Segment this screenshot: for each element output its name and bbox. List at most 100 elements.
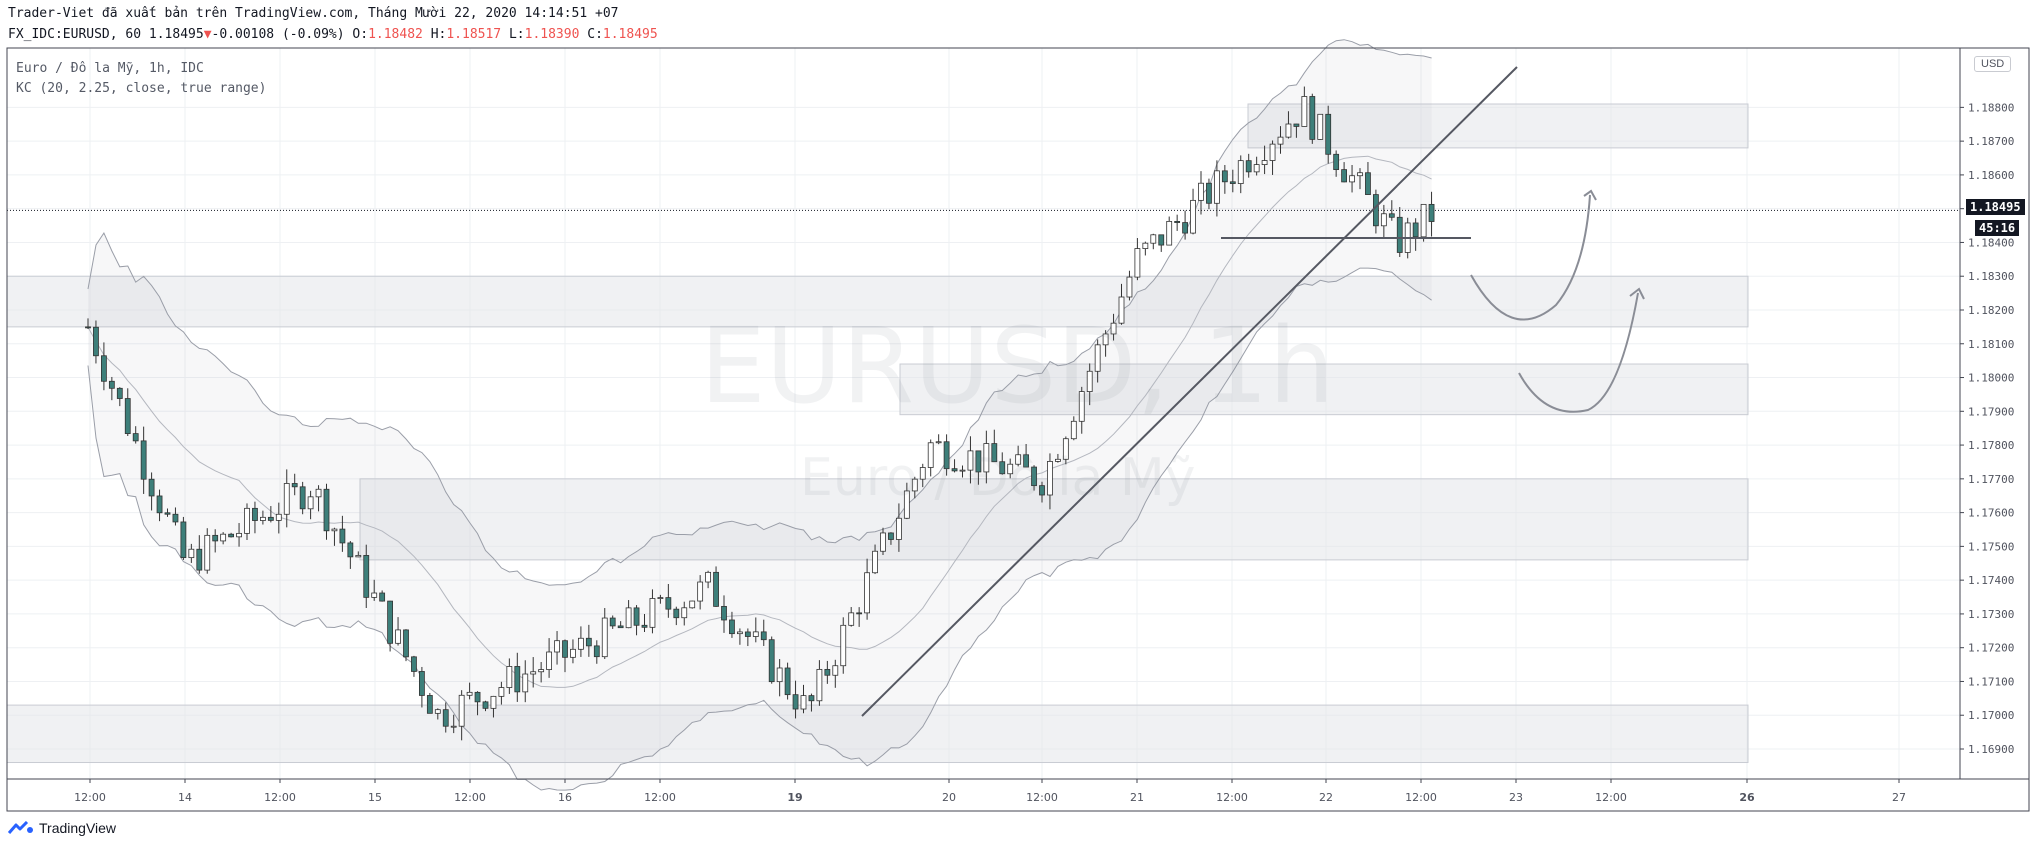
candle-body [1293,123,1300,127]
candle-body [784,667,791,696]
candle-body [236,532,242,538]
price-tick-label: 1.18600 [1968,169,2014,182]
candle-body [1015,454,1022,465]
candle-body [999,461,1006,475]
open-label: O: [352,27,369,42]
candle-body [474,691,481,703]
tradingview-logo[interactable]: TradingView [8,820,116,836]
sr-zone [359,478,1749,561]
candle-body [323,488,330,532]
candle-body [927,442,934,468]
channel-basis [87,155,1432,688]
candle-body [816,668,823,702]
candle-body [864,572,870,614]
candle-body [403,629,409,658]
candle-body [1039,485,1045,496]
currency-button[interactable]: USD [1974,56,2012,72]
ohlc-quote-line: FX_IDC:EURUSD, 60 1.18495▼-0.00108 (-0.0… [8,27,658,42]
candle-body [562,640,568,658]
price-tick-label: 1.17900 [1968,405,2014,418]
time-axis-frame [6,778,2030,812]
price-tick-label: 1.17800 [1968,439,2014,452]
candle-body [943,441,950,470]
candle-body [1333,153,1340,171]
candle-body [1349,175,1355,183]
candle-body [975,450,982,473]
candle-body [697,581,704,602]
candle-body [872,550,878,574]
candle-body [1190,199,1196,234]
drawings [861,66,1645,717]
symbol-watermark-sub: Euro / Đô la Mỹ [800,448,1196,508]
low-value: 1.18390 [524,27,580,42]
candle-body [800,695,807,710]
candle-body [188,548,195,559]
candle-body [1237,160,1244,184]
time-tick-label: 12:00 [644,791,676,804]
candle-body [267,516,274,521]
time-tick-label: 12:00 [1405,791,1437,804]
candle-body [1380,213,1387,227]
candle-body [1277,136,1284,145]
candle-body [363,555,370,598]
candle-body [554,640,560,653]
candle-body [132,433,139,442]
candle-body [379,592,386,602]
price-tick-label: 1.17600 [1968,507,2014,520]
candle-body [482,701,489,709]
candle-body [434,709,441,714]
candle-body [880,532,886,552]
candle-body [578,637,584,650]
tradingview-logo-text: TradingView [39,820,117,836]
candle-body [252,507,258,521]
high-label: H: [430,27,447,42]
low-label: L: [508,27,525,42]
candle-body [570,648,576,658]
candle-body [681,607,688,619]
sr-zone [1247,103,1749,149]
candle-body [522,673,529,693]
candle-body [466,691,473,696]
sr-zone [6,704,1749,764]
price-scale[interactable]: 1.188001.187001.186001.185001.184001.183… [1960,101,2014,756]
candle-body [1118,296,1125,324]
candle-body [657,597,664,599]
candle-body [1110,322,1117,335]
symbol-info: FX_IDC:EURUSD, 60 [8,27,142,42]
published-by-line: Trader-Viet đã xuất bản trên TradingView… [8,6,619,21]
candle-body [124,398,131,434]
candle-body [530,671,537,675]
price-tick-label: 1.18800 [1968,101,2014,114]
close-label: C: [587,27,603,42]
candle-body [1261,160,1268,166]
price-tick-label: 1.18400 [1968,236,2014,249]
arrow-head-icon [1629,287,1645,300]
time-tick-label: 12:00 [1216,791,1248,804]
channel-lower [87,267,1432,791]
price-tick-label: 1.18000 [1968,372,2014,385]
candle-body [1070,420,1077,440]
candle-body [641,624,648,628]
candle-body [808,695,815,702]
candle-body [458,694,465,727]
candle-body [1062,438,1069,460]
candle-body [1365,172,1371,195]
candle-body [116,387,123,399]
candle-body [689,600,696,609]
candle-body [991,443,998,463]
candle-body [1031,466,1037,487]
candle-body [1078,391,1085,422]
candle-body [228,533,235,538]
time-scale[interactable]: 12:00 14 12:00 15 12:00 16 12:00 19 20 12:00 21 12:… [74,779,1906,804]
candle-body [593,645,600,658]
candle-body [760,631,767,641]
candle-body [1134,248,1141,278]
candle-body [546,651,552,670]
candle-body [911,478,918,492]
candle-body [85,326,91,329]
candle-body [1428,203,1435,222]
time-tick-label: 19 [787,791,802,804]
candle-body [387,600,394,644]
price-tick-label: 1.18200 [1968,304,2014,317]
